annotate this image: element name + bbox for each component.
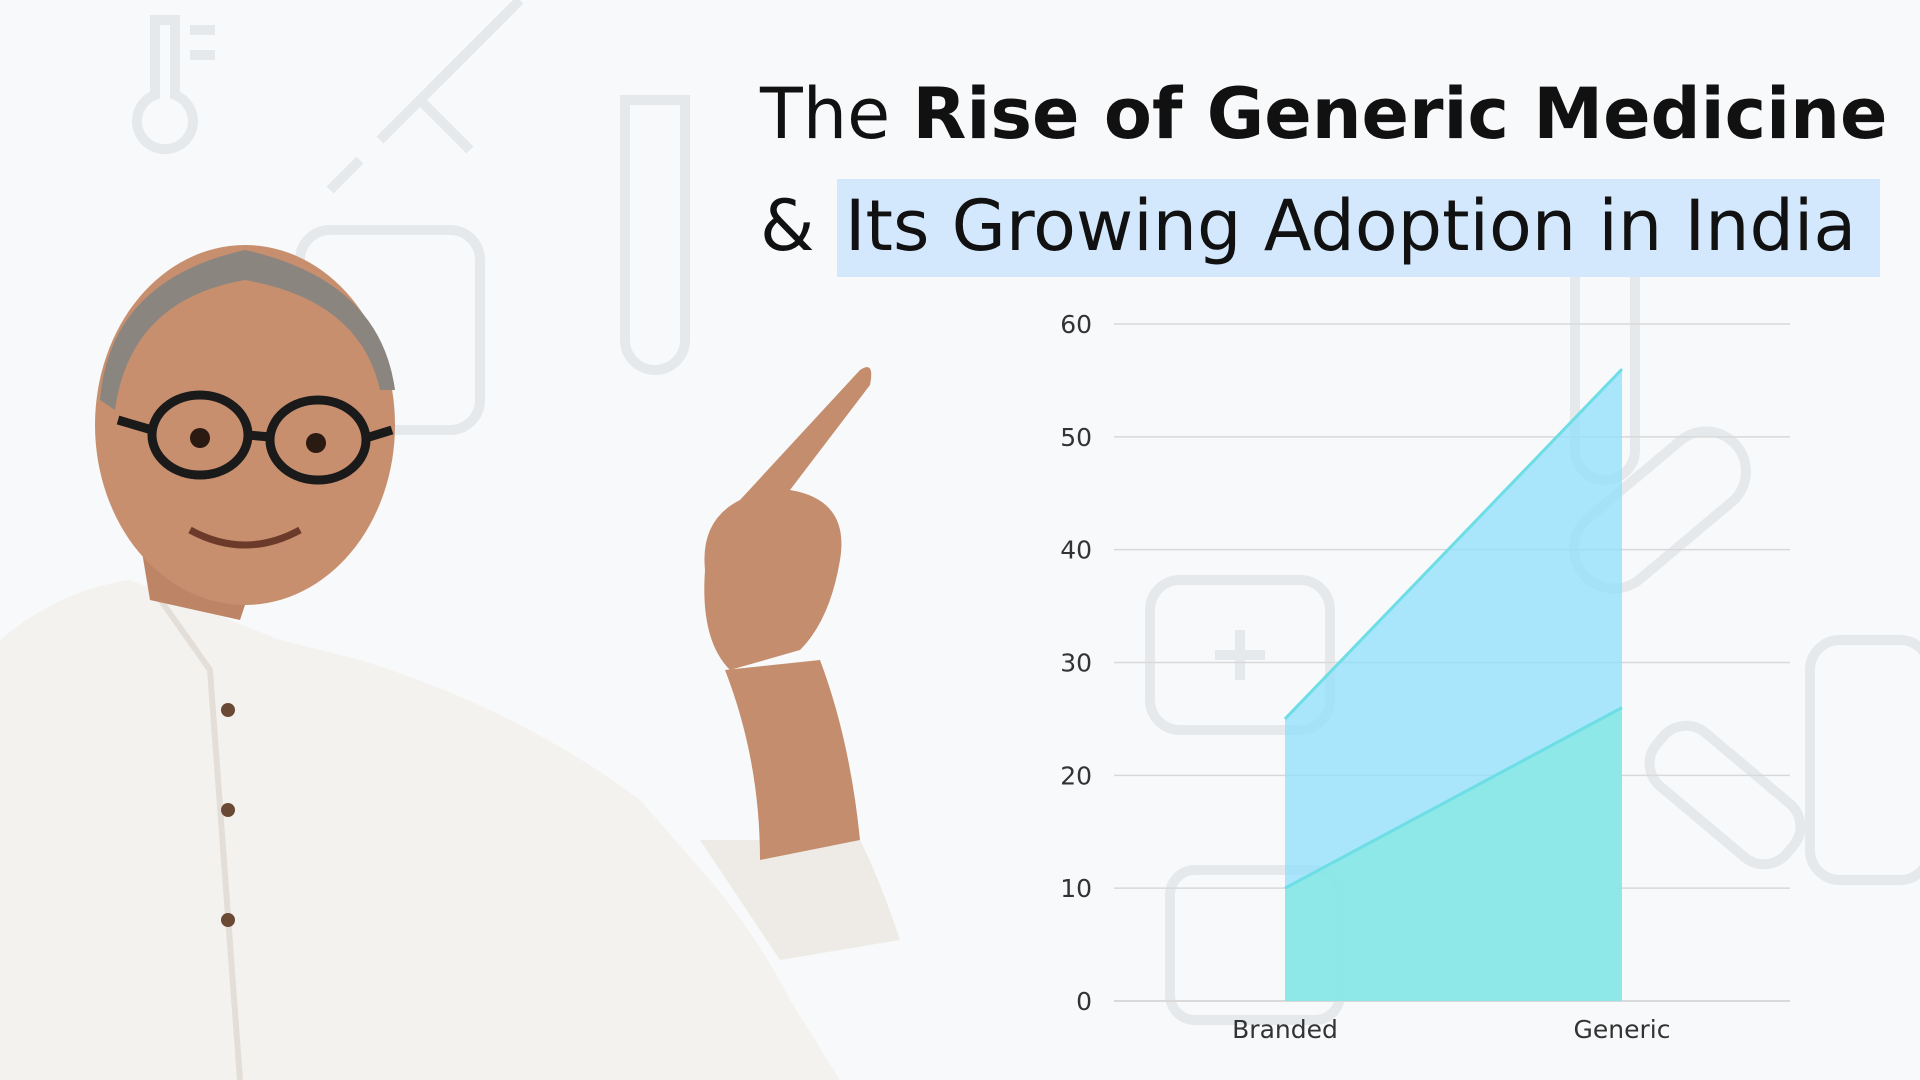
area-chart: 0 10 20 30 40 50 60 Branded Generic (1060, 310, 1790, 1044)
man-pointing-illustration (0, 245, 900, 1080)
medical-kit-icon (1145, 575, 1335, 735)
pill-bottle-icon (1805, 635, 1920, 885)
series-upper-line (1283, 368, 1624, 720)
y-tick-label: 30 (1060, 649, 1092, 678)
title-block: The Rise of Generic Medicine & Its Growi… (760, 58, 1890, 282)
y-tick-label: 60 (1060, 310, 1092, 339)
title-line-1: The Rise of Generic Medicine (760, 58, 1890, 170)
y-tick-label: 40 (1060, 536, 1092, 565)
syringe-icon (326, 0, 524, 194)
title-ampersand: & (760, 185, 815, 267)
y-tick-label: 10 (1060, 874, 1092, 903)
series-lower-area (1285, 707, 1622, 1001)
y-tick-label: 0 (1076, 987, 1092, 1016)
x-tick-label: Branded (1232, 1015, 1338, 1044)
title-prefix: The (760, 73, 891, 155)
thermometer-icon (132, 15, 215, 155)
y-tick-label: 50 (1060, 423, 1092, 452)
x-tick-label: Generic (1574, 1015, 1671, 1044)
title-line-2: & Its Growing Adoption in India (760, 170, 1890, 282)
test-tube-icon (620, 95, 690, 375)
series-lower-line (1284, 706, 1623, 890)
title-highlight: Its Growing Adoption in India (836, 179, 1881, 277)
bandage-icon (1644, 720, 1806, 870)
y-tick-label: 20 (1060, 761, 1092, 790)
title-bold: Rise of Generic Medicine (912, 73, 1888, 155)
